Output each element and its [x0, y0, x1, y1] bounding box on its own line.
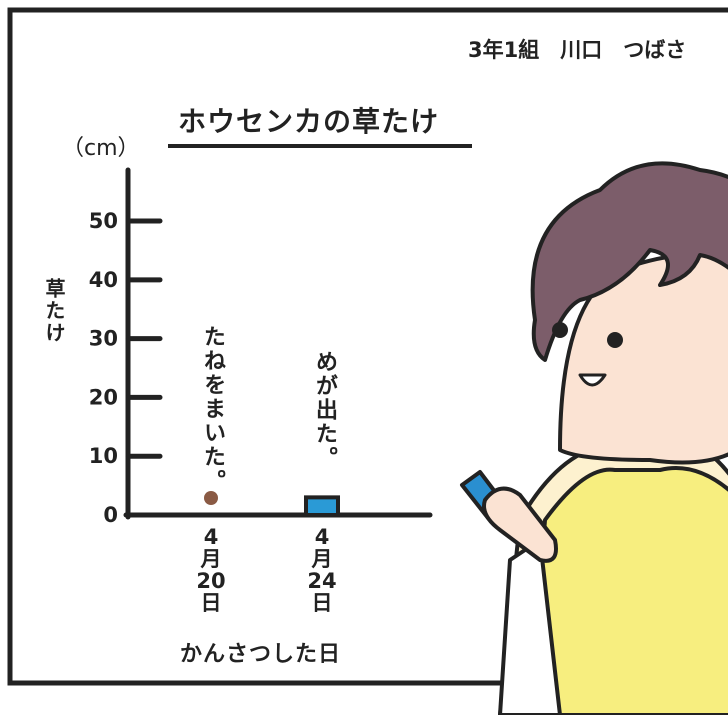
y-tick-label: 30	[89, 327, 118, 351]
header-name: 3年1組 川口 つばさ	[468, 38, 687, 62]
chart-title: ホウセンカの草たけ	[178, 105, 440, 138]
y-tick-label: 50	[89, 209, 118, 233]
x-axis-label: かんさつした日	[180, 642, 342, 667]
y-tick-label: 40	[89, 268, 118, 292]
y-tick-label: 20	[89, 385, 118, 409]
y-axis-label: 草たけ	[42, 278, 66, 344]
seed	[204, 491, 218, 505]
x-tick-label: 4月20日	[196, 525, 226, 615]
x-tick-label: 4月24日	[307, 525, 337, 615]
bar	[304, 495, 340, 517]
y-unit: （cm）	[62, 136, 140, 161]
y-tick-label: 10	[89, 444, 118, 468]
character	[460, 161, 728, 715]
annotation: たねをまいた。	[200, 325, 225, 493]
annotation: めが出た。	[312, 350, 337, 470]
y-tick-label: 0	[103, 503, 118, 527]
